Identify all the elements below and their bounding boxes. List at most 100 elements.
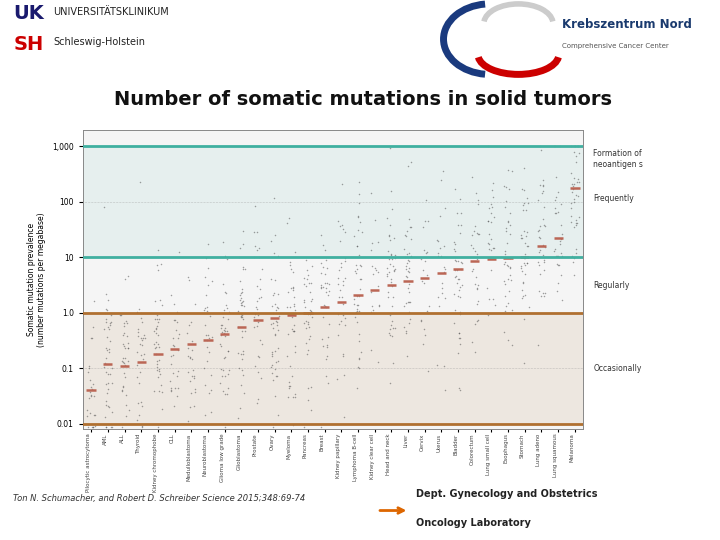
Point (537, 241, 549, 249)
Point (203, 348, 215, 356)
Point (553, 253, 564, 261)
Point (266, 349, 277, 358)
Point (182, 417, 194, 426)
Point (549, 142, 560, 151)
Point (223, 307, 235, 316)
Point (482, 310, 494, 319)
Point (472, 255, 483, 264)
Point (205, 386, 217, 394)
Point (405, 222, 417, 231)
Point (323, 320, 334, 328)
Point (101, 346, 112, 354)
Point (568, 173, 580, 182)
Point (449, 290, 460, 299)
Point (454, 334, 465, 342)
Point (352, 213, 364, 221)
Point (336, 263, 347, 272)
Point (102, 369, 114, 378)
Point (150, 338, 161, 346)
Point (87, 380, 99, 388)
Point (305, 309, 316, 318)
Point (571, 178, 582, 186)
Point (422, 217, 433, 225)
Point (454, 340, 466, 348)
Point (119, 274, 130, 283)
Point (482, 284, 493, 293)
Point (384, 379, 396, 387)
Point (81, 412, 93, 421)
Point (449, 265, 460, 274)
Point (554, 261, 565, 269)
Point (403, 288, 415, 296)
Point (269, 330, 281, 339)
Point (132, 348, 143, 356)
Point (117, 382, 129, 391)
Point (467, 265, 479, 273)
Point (400, 232, 412, 241)
Point (556, 221, 567, 230)
Point (252, 310, 264, 319)
Point (354, 336, 365, 345)
Point (120, 317, 132, 326)
Point (469, 227, 480, 235)
Point (518, 227, 530, 235)
Point (338, 225, 349, 234)
Point (150, 325, 161, 334)
Point (152, 339, 163, 348)
Point (189, 300, 201, 308)
Point (171, 372, 182, 380)
Text: Oncology Laboratory: Oncology Laboratory (416, 517, 531, 528)
Point (573, 148, 585, 157)
Point (370, 266, 382, 274)
Point (86, 423, 98, 431)
Point (402, 267, 413, 275)
Point (266, 352, 278, 360)
Point (501, 260, 513, 269)
Point (570, 158, 582, 166)
Point (402, 284, 413, 292)
Point (104, 369, 116, 378)
Point (122, 339, 134, 347)
Point (567, 181, 579, 190)
Point (483, 230, 495, 239)
Point (436, 176, 447, 184)
Point (300, 255, 312, 264)
Point (287, 267, 299, 276)
Point (222, 370, 234, 379)
Point (289, 248, 301, 256)
Point (298, 274, 310, 282)
Point (305, 383, 317, 391)
Point (286, 325, 297, 333)
Point (449, 246, 460, 255)
Point (285, 265, 297, 273)
Point (153, 266, 164, 274)
Point (168, 341, 180, 350)
Point (451, 266, 463, 274)
Point (556, 199, 567, 208)
Point (202, 264, 214, 272)
Point (253, 352, 264, 360)
Point (300, 316, 311, 325)
Point (538, 265, 549, 274)
Point (389, 266, 400, 275)
Point (503, 217, 514, 226)
Point (539, 221, 550, 230)
Point (270, 371, 282, 380)
Point (348, 295, 360, 303)
Point (403, 257, 415, 266)
Point (121, 319, 132, 327)
Point (456, 259, 468, 268)
Point (500, 279, 511, 288)
Point (384, 268, 395, 276)
Point (173, 247, 184, 256)
Point (153, 367, 165, 376)
Point (150, 329, 162, 338)
Point (332, 217, 343, 226)
Point (86, 334, 97, 342)
Point (169, 316, 181, 325)
Point (551, 173, 562, 181)
Point (305, 406, 317, 414)
Point (199, 306, 210, 315)
Point (568, 271, 580, 279)
Point (552, 252, 563, 260)
